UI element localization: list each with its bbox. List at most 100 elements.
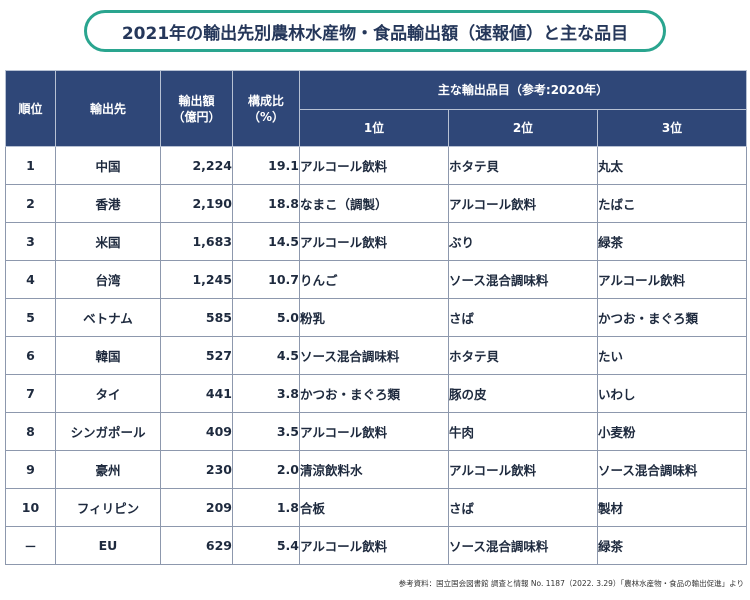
destination-cell: EU [55, 526, 161, 565]
ratio-cell: 1.8 [232, 488, 300, 527]
destination-cell: フィリピン [55, 488, 161, 527]
item-2-cell: ソース混合調味料 [448, 260, 598, 299]
ratio-cell: 4.5 [232, 336, 300, 375]
header-rank: 順位 [5, 70, 56, 147]
item-1-cell: ソース混合調味料 [299, 336, 449, 375]
export-table: 順位 輸出先 輸出額 （億円） 構成比 （%） 主な輸出品目（参考:2020年） 1… [5, 70, 748, 565]
item-3-cell: 緑茶 [596, 222, 748, 261]
destination-cell: 中国 [55, 146, 161, 185]
item-1-cell: なまこ（調製） [299, 184, 449, 223]
item-2-cell: アルコール飲料 [448, 450, 598, 489]
header-destination: 輸出先 [55, 70, 161, 147]
item-3-cell: いわし [596, 374, 748, 413]
item-1-cell: りんご [299, 260, 449, 299]
item-2-cell: ぶり [448, 222, 598, 261]
amount-cell: 230 [160, 450, 233, 489]
destination-cell: ベトナム [55, 298, 161, 337]
rank-cell: 9 [5, 450, 56, 489]
item-1-cell: 清涼飲料水 [299, 450, 449, 489]
amount-cell: 2,190 [160, 184, 233, 223]
table-row: 6 韓国 527 4.5 ソース混合調味料 ホタテ貝 たい [5, 336, 748, 375]
item-3-cell: 製材 [596, 488, 748, 527]
rank-cell: － [5, 526, 56, 565]
table-row: 9 豪州 230 2.0 清涼飲料水 アルコール飲料 ソース混合調味料 [5, 450, 748, 489]
item-2-cell: ホタテ貝 [448, 336, 598, 375]
table-row: 3 米国 1,683 14.5 アルコール飲料 ぶり 緑茶 [5, 222, 748, 261]
rank-cell: 10 [5, 488, 56, 527]
table-row: 7 タイ 441 3.8 かつお・まぐろ類 豚の皮 いわし [5, 374, 748, 413]
destination-cell: 台湾 [55, 260, 161, 299]
amount-cell: 629 [160, 526, 233, 565]
item-3-cell: ソース混合調味料 [596, 450, 748, 489]
header-item-1: 1位 [299, 109, 449, 147]
amount-cell: 441 [160, 374, 233, 413]
rank-cell: 6 [5, 336, 56, 375]
amount-cell: 209 [160, 488, 233, 527]
rank-cell: 7 [5, 374, 56, 413]
item-2-cell: 豚の皮 [448, 374, 598, 413]
ratio-cell: 5.0 [232, 298, 300, 337]
item-2-cell: ソース混合調味料 [448, 526, 598, 565]
rank-cell: 4 [5, 260, 56, 299]
item-2-cell: 牛肉 [448, 412, 598, 451]
destination-cell: シンガポール [55, 412, 161, 451]
table-row: 1 中国 2,224 19.1 アルコール飲料 ホタテ貝 丸太 [5, 146, 748, 185]
page-title: 2021年の輸出先別農林水産物・食品輸出額（速報値）と主な品目 [84, 10, 666, 52]
item-2-cell: さば [448, 488, 598, 527]
item-3-cell: たばこ [596, 184, 748, 223]
item-1-cell: 粉乳 [299, 298, 449, 337]
item-2-cell: アルコール飲料 [448, 184, 598, 223]
item-3-cell: たい [596, 336, 748, 375]
table-row: － EU 629 5.4 アルコール飲料 ソース混合調味料 緑茶 [5, 526, 748, 565]
header-row-sub: 1位 2位 3位 [6, 109, 748, 147]
item-1-cell: かつお・まぐろ類 [299, 374, 449, 413]
header-item-2: 2位 [448, 109, 598, 147]
ratio-cell: 18.8 [232, 184, 300, 223]
table-row: 5 ベトナム 585 5.0 粉乳 さば かつお・まぐろ類 [5, 298, 748, 337]
item-3-cell: アルコール飲料 [596, 260, 748, 299]
ratio-cell: 3.8 [232, 374, 300, 413]
item-1-cell: 合板 [299, 488, 449, 527]
ratio-cell: 5.4 [232, 526, 300, 565]
rank-cell: 2 [5, 184, 56, 223]
header-item-3: 3位 [596, 109, 748, 147]
rank-cell: 1 [5, 146, 56, 185]
ratio-cell: 2.0 [232, 450, 300, 489]
ratio-cell: 19.1 [232, 146, 300, 185]
item-3-cell: 丸太 [596, 146, 748, 185]
table-body: 1 中国 2,224 19.1 アルコール飲料 ホタテ貝 丸太 2 香港 2,190 18.8 なまこ… [5, 146, 748, 565]
destination-cell: 香港 [55, 184, 161, 223]
amount-cell: 1,245 [160, 260, 233, 299]
rank-cell: 3 [5, 222, 56, 261]
ratio-cell: 14.5 [232, 222, 300, 261]
item-1-cell: アルコール飲料 [299, 412, 449, 451]
table-row: 2 香港 2,190 18.8 なまこ（調製） アルコール飲料 たばこ [5, 184, 748, 223]
rank-cell: 5 [5, 298, 56, 337]
item-3-cell: かつお・まぐろ類 [596, 298, 748, 337]
item-3-cell: 緑茶 [596, 526, 748, 565]
destination-cell: タイ [55, 374, 161, 413]
table-row: 4 台湾 1,245 10.7 りんご ソース混合調味料 アルコール飲料 [5, 260, 748, 299]
table-row: 10 フィリピン 209 1.8 合板 さば 製材 [5, 488, 748, 527]
amount-cell: 1,683 [160, 222, 233, 261]
item-2-cell: ホタテ貝 [448, 146, 598, 185]
ratio-cell: 10.7 [232, 260, 300, 299]
item-1-cell: アルコール飲料 [299, 222, 449, 261]
ratio-cell: 3.5 [232, 412, 300, 451]
header-ratio: 構成比 （%） [232, 70, 300, 147]
destination-cell: 韓国 [55, 336, 161, 375]
header-row: 順位 輸出先 輸出額 （億円） 構成比 （%） 主な輸出品目（参考:2020年） [5, 70, 748, 147]
item-1-cell: アルコール飲料 [299, 526, 449, 565]
amount-cell: 585 [160, 298, 233, 337]
rank-cell: 8 [5, 412, 56, 451]
header-amount: 輸出額 （億円） [160, 70, 233, 147]
item-3-cell: 小麦粉 [596, 412, 748, 451]
item-2-cell: さば [448, 298, 598, 337]
destination-cell: 豪州 [55, 450, 161, 489]
table-row: 8 シンガポール 409 3.5 アルコール飲料 牛肉 小麦粉 [5, 412, 748, 451]
item-1-cell: アルコール飲料 [299, 146, 449, 185]
destination-cell: 米国 [55, 222, 161, 261]
amount-cell: 527 [160, 336, 233, 375]
amount-cell: 2,224 [160, 146, 233, 185]
amount-cell: 409 [160, 412, 233, 451]
